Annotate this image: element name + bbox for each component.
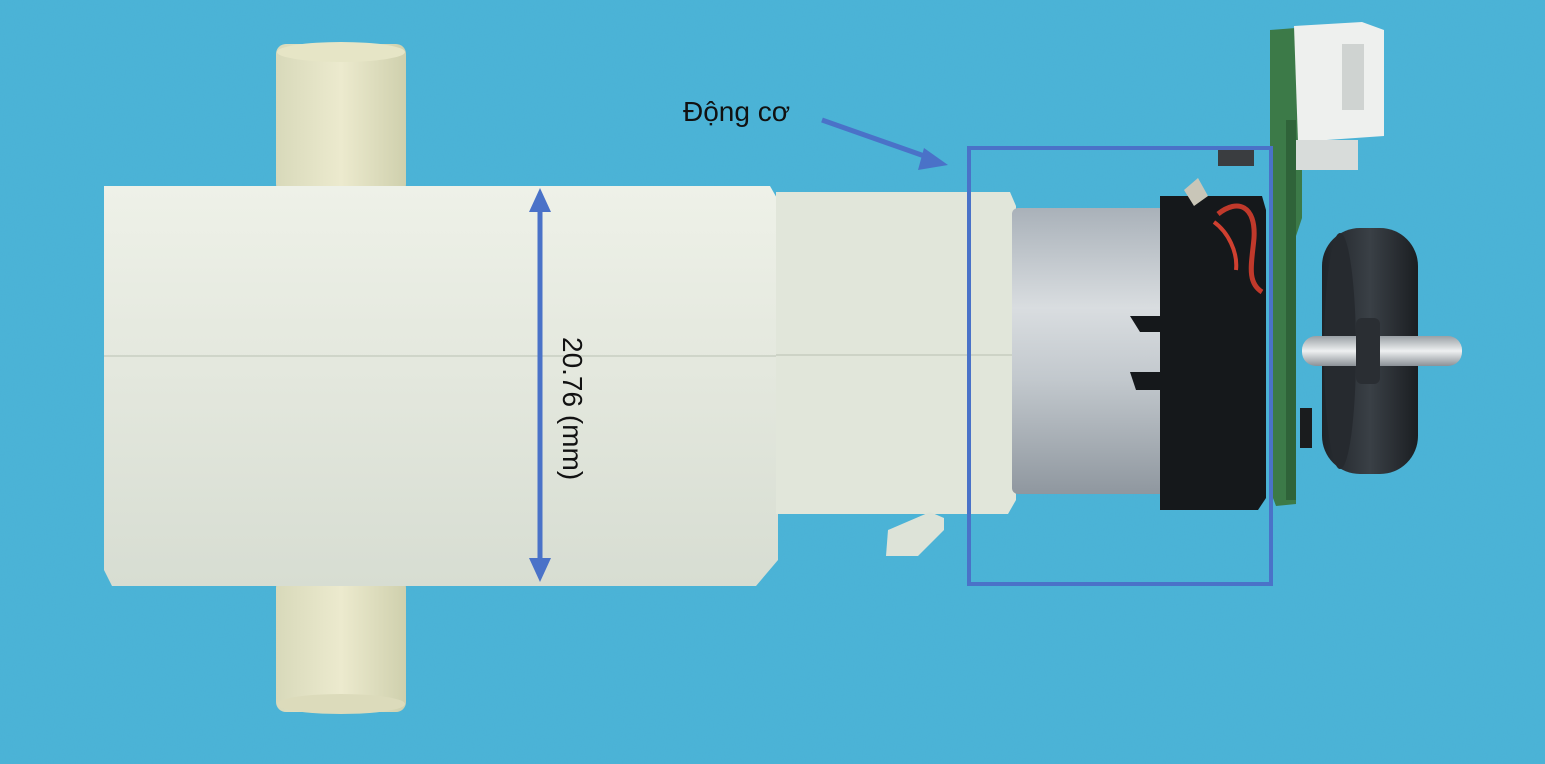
housing-clip xyxy=(886,512,944,556)
connector-slot xyxy=(1342,44,1364,110)
output-shaft-bottom xyxy=(276,578,406,712)
shaft-hub xyxy=(1356,318,1380,384)
pcb-component xyxy=(1300,408,1312,448)
dimension-label: 20.76 (mm) xyxy=(557,337,588,481)
white-connector xyxy=(1294,22,1384,142)
output-shaft-top-end xyxy=(277,42,405,62)
pcb-chip xyxy=(1218,146,1254,166)
motor-label: Động cơ xyxy=(683,96,791,127)
wire-terminal xyxy=(1184,178,1208,206)
red-wire xyxy=(1216,203,1264,295)
connector-pins xyxy=(1296,140,1358,170)
motor-can xyxy=(1012,208,1168,494)
red-wire-2 xyxy=(1212,220,1239,271)
motor-pointer-head xyxy=(918,148,948,170)
motor-pointer-line xyxy=(821,117,931,161)
pcb-edge xyxy=(1286,120,1296,500)
motor-shaft xyxy=(1302,336,1462,366)
dimension-arrow-head-top xyxy=(529,188,551,212)
output-shaft-bottom-end xyxy=(277,694,405,714)
end-cap-notch xyxy=(1130,316,1160,332)
motor-end-cap xyxy=(1160,196,1266,510)
gearbox-housing xyxy=(104,186,778,586)
motor-highlight-box xyxy=(967,146,1273,586)
dimension-arrow-head-bottom xyxy=(529,558,551,582)
end-cap-notch-lower xyxy=(1130,372,1160,390)
output-shaft-top xyxy=(276,44,406,194)
gearbox-neck xyxy=(776,192,1016,514)
